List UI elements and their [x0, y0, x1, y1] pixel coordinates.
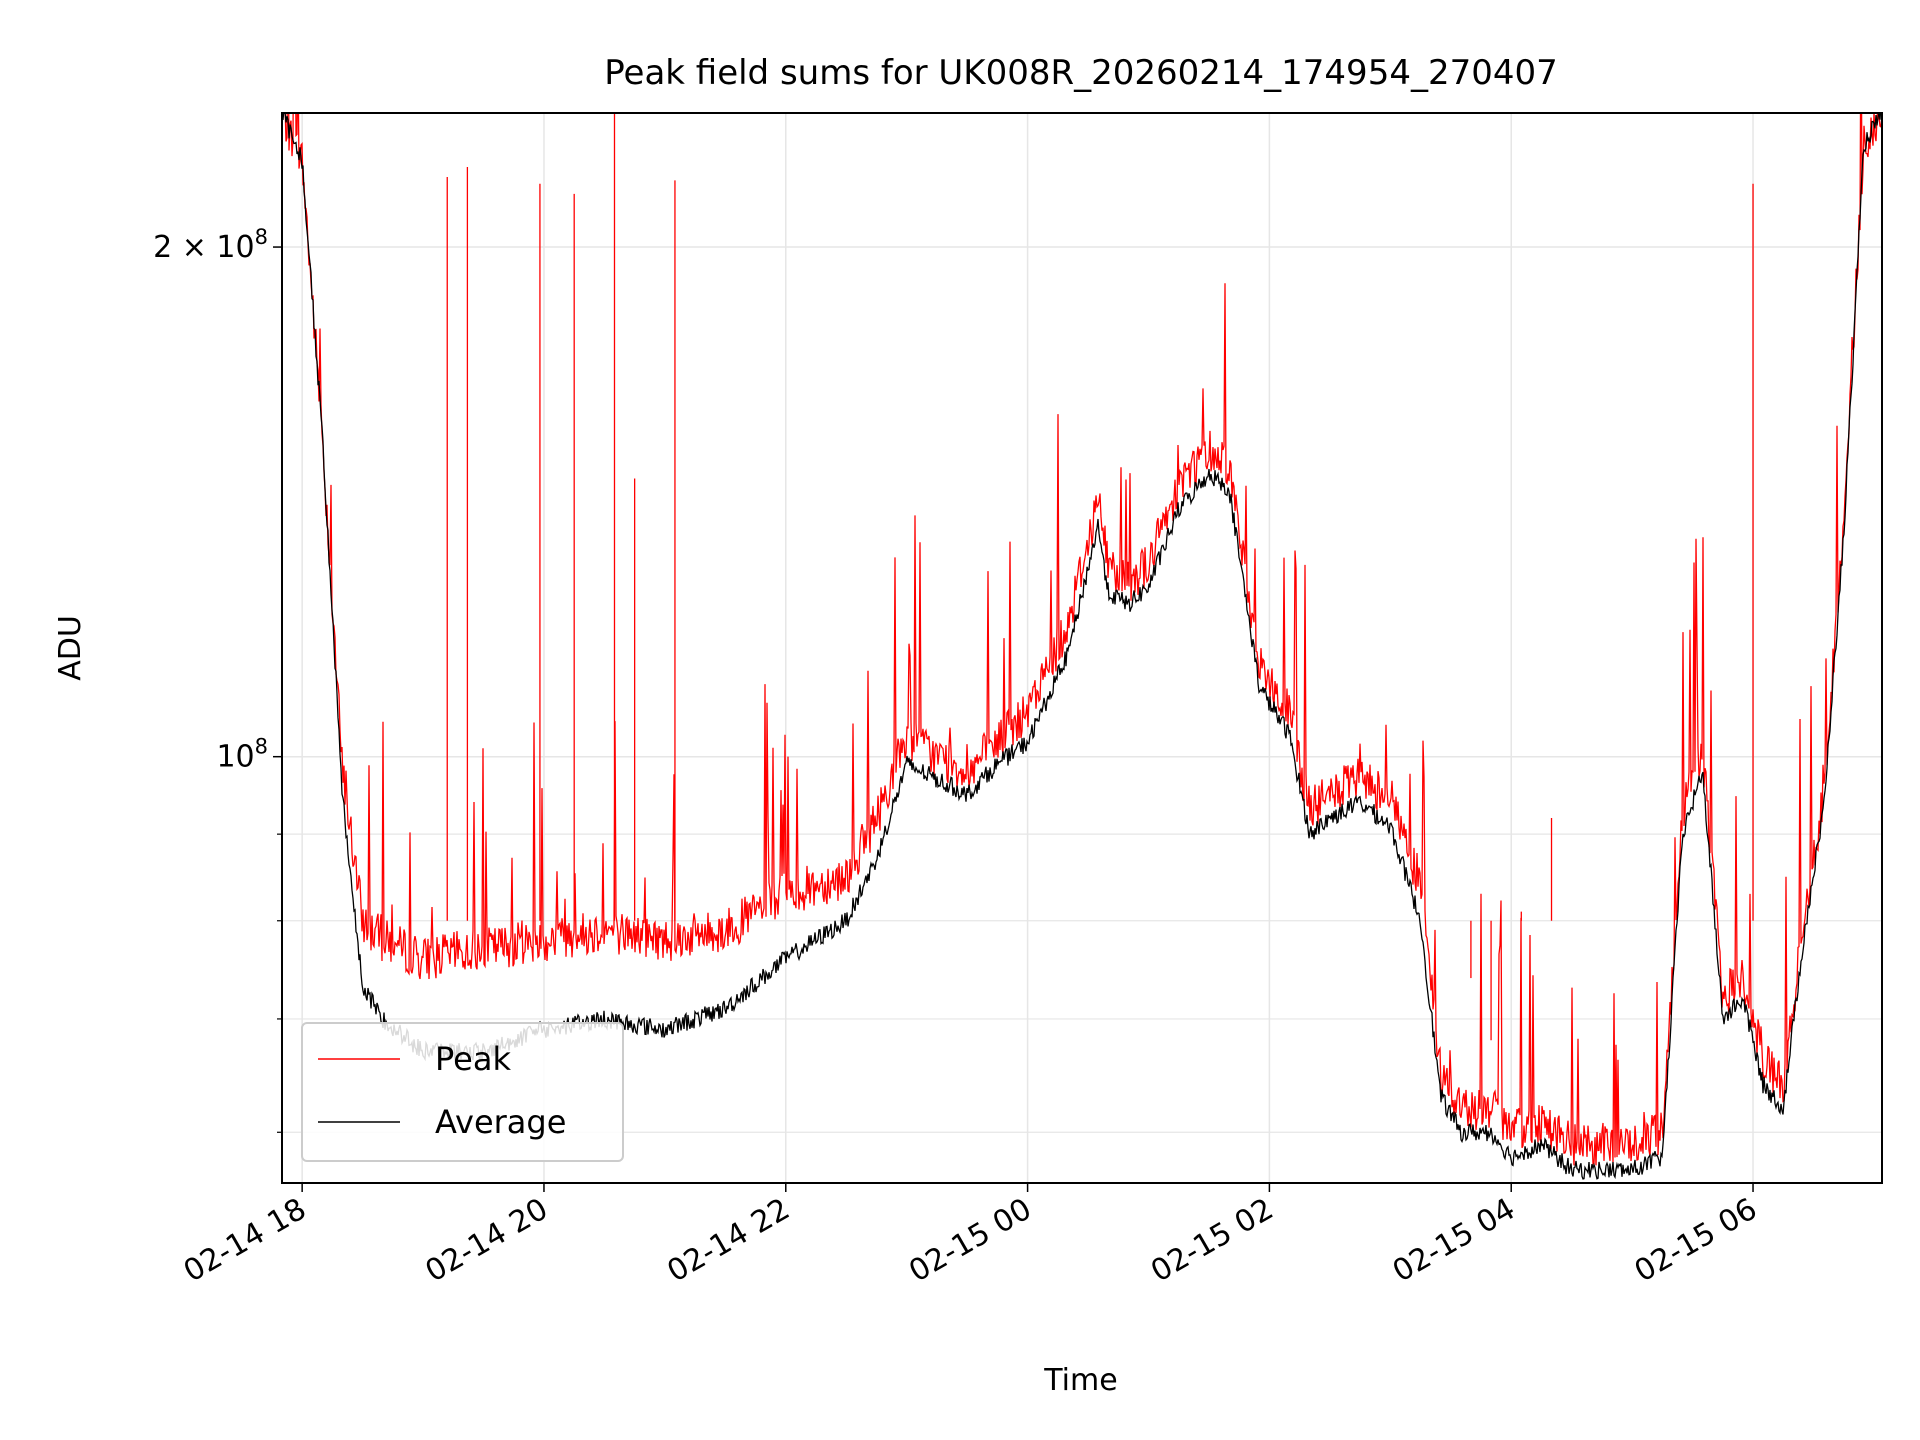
legend: Peak Average: [301, 1022, 624, 1162]
x-axis-label: Time: [1043, 1363, 1117, 1398]
series-layer: [282, 113, 1882, 1180]
y-tick-label: 2 × 108: [153, 225, 268, 265]
legend-box: [301, 1022, 624, 1162]
y-axis-label: ADU: [53, 615, 88, 681]
y-tick-label: 108: [216, 735, 268, 775]
chart-title: Peak field sums for UK008R_20260214_1749…: [604, 53, 1558, 93]
legend-label-average: Average: [435, 1103, 566, 1141]
plot-frame: [281, 112, 1883, 1184]
series-line-peak: [282, 113, 1882, 1166]
legend-label-peak: Peak: [435, 1040, 511, 1078]
